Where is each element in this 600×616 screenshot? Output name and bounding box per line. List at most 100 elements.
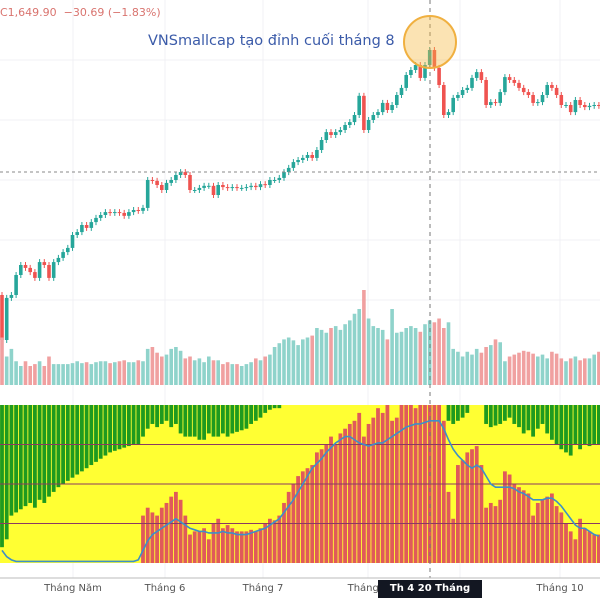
volume-bar [33, 364, 37, 385]
volume-bar [348, 320, 352, 385]
oscillator-red-bar [333, 444, 338, 563]
oscillator-green-bar [150, 405, 155, 424]
oscillator-red-bar [225, 525, 230, 563]
volume-bar [263, 356, 267, 385]
candle-body [33, 272, 37, 278]
oscillator-red-bar [441, 420, 446, 563]
volume-bar [489, 345, 493, 385]
candle-body [0, 295, 4, 340]
volume-bars [0, 290, 600, 385]
oscillator-red-bar [277, 515, 282, 563]
oscillator-green-bar [122, 405, 127, 448]
oscillator-green-bar [592, 405, 597, 445]
volume-bar [554, 353, 559, 385]
volume-bar [550, 351, 554, 385]
oscillator-red-bar [526, 493, 531, 563]
volume-bar [80, 363, 84, 385]
oscillator-red-bar [540, 499, 545, 563]
volume-bar [319, 329, 324, 385]
oscillator-red-bar [479, 465, 484, 563]
oscillator-red-bar [268, 518, 272, 563]
candle-body [399, 87, 404, 95]
oscillator-green-bar [9, 405, 14, 516]
oscillator-red-bar [535, 502, 540, 563]
oscillator-green-bar [56, 405, 61, 488]
volume-bar [51, 364, 56, 385]
chart-canvas[interactable] [0, 0, 600, 600]
volume-bar [366, 318, 371, 385]
volume-bar [315, 328, 319, 385]
oscillator-green-bar [488, 405, 493, 428]
oscillator-green-bar [507, 405, 512, 418]
volume-bar [277, 343, 282, 385]
candle-body [479, 72, 484, 80]
candle-body [136, 210, 141, 211]
candle-body [587, 105, 592, 108]
volume-bar [479, 352, 484, 385]
oscillator-green-bar [127, 405, 131, 447]
x-tick-label: Tháng 6 [144, 583, 186, 594]
oscillator-red-bar [413, 408, 418, 563]
volume-bar [573, 356, 578, 385]
volume-bar [103, 361, 108, 385]
candle-body [432, 50, 437, 68]
candle-body [540, 95, 545, 103]
volume-bar [192, 360, 197, 385]
candle-body [484, 80, 488, 105]
volume-bar [423, 324, 427, 385]
candle-body [9, 295, 14, 298]
oscillator-red-bar [282, 502, 286, 563]
oscillator-green-bar [174, 405, 178, 424]
oscillator-green-bar [136, 405, 141, 445]
volume-bar [56, 364, 61, 385]
oscillator-green-bar [178, 405, 183, 434]
volume-bar [578, 360, 582, 385]
candle-body [413, 65, 418, 70]
oscillator-red-bar [488, 502, 493, 563]
oscillator-red-bar [300, 471, 305, 563]
oscillator-red-bar [319, 449, 324, 563]
candle-body [230, 187, 235, 189]
oscillator-green-bar [145, 405, 150, 429]
candle-body [554, 87, 559, 95]
volume-bar [568, 358, 573, 385]
oscillator-red-bar [230, 528, 235, 563]
oscillator-green-bar [545, 405, 550, 434]
volume-bar [390, 309, 394, 385]
volume-bar [470, 354, 474, 385]
candle-body [51, 262, 56, 278]
oscillator-green-bar [587, 405, 592, 447]
volume-bar [98, 361, 103, 385]
oscillator-red-bar [343, 428, 347, 563]
oscillator-red-bar [329, 436, 333, 563]
candle-body [343, 125, 347, 130]
candle-body [395, 95, 399, 105]
candle-body [348, 122, 352, 125]
oscillator-red-bar [465, 452, 470, 563]
oscillator-green-bar [211, 405, 216, 437]
volume-bar [503, 361, 507, 385]
candle-body [301, 157, 305, 160]
volume-bar [413, 328, 418, 385]
volume-bar [19, 366, 23, 385]
oscillator-red-bar [380, 412, 385, 563]
volume-bar [225, 362, 230, 385]
oscillator-green-bar [272, 405, 277, 409]
candle-body [390, 105, 394, 110]
candle-body [268, 180, 272, 185]
oscillator-red-bar [159, 507, 164, 563]
oscillator-red-bar [192, 531, 197, 563]
candle-body [357, 95, 361, 115]
oscillator-red-bar [498, 499, 503, 563]
volume-bar [376, 328, 380, 385]
oscillator-red-bar [310, 465, 315, 563]
oscillator-red-bar [357, 412, 362, 563]
candle-body [192, 190, 197, 191]
oscillator-green-bar [89, 405, 94, 466]
oscillator-red-bar [460, 460, 465, 563]
candle-body [56, 257, 61, 263]
candle-body [507, 77, 512, 80]
oscillator-green-bar [277, 405, 282, 409]
candle-body [512, 80, 517, 83]
oscillator-red-bar [531, 515, 535, 563]
